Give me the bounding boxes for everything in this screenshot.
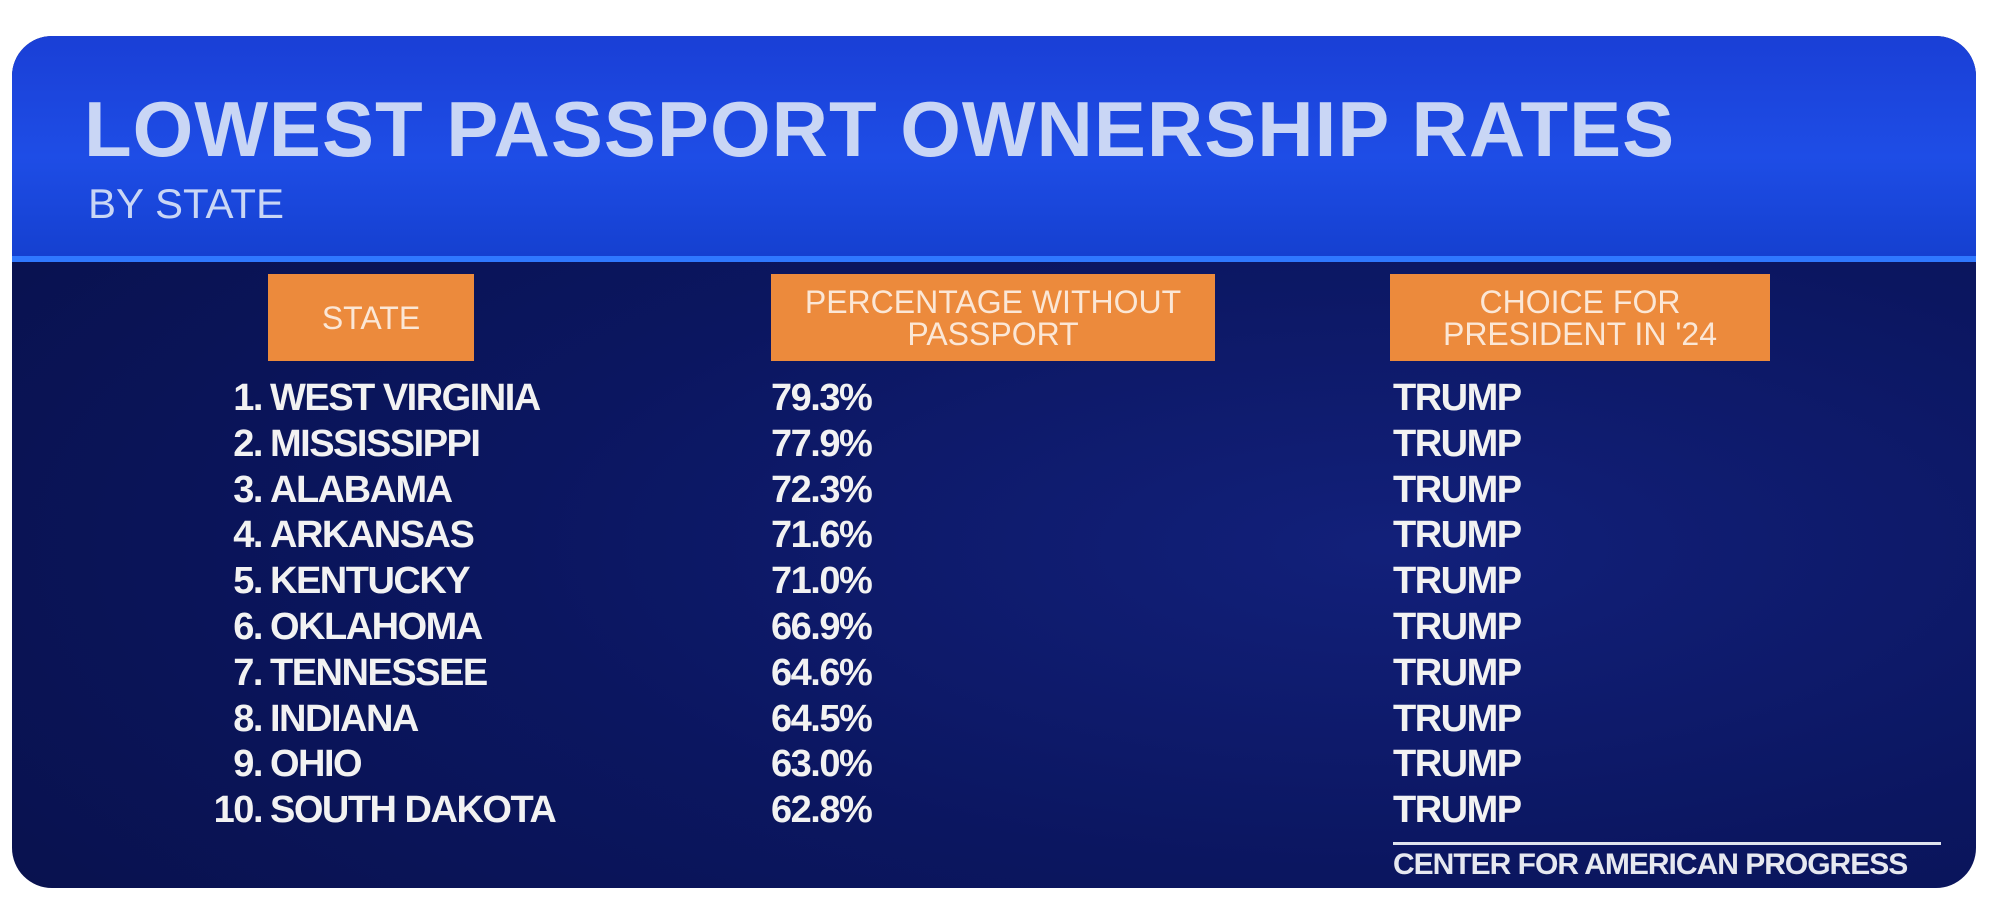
subtitle: BY STATE bbox=[88, 180, 285, 227]
percentage: 62.8% bbox=[771, 789, 873, 832]
column-header: CHOICE FOR PRESIDENT IN '24 bbox=[1390, 274, 1770, 361]
choice: TRUMP bbox=[1393, 377, 1522, 419]
rank: 9. bbox=[233, 743, 263, 786]
percentage: 77.9% bbox=[771, 422, 873, 465]
state: ARKANSAS bbox=[270, 514, 475, 557]
source-rule bbox=[1393, 842, 1941, 845]
percentage: 72.3% bbox=[771, 468, 873, 511]
state: OHIO bbox=[270, 743, 363, 786]
state: SOUTH DAKOTA bbox=[270, 789, 557, 832]
percentage: 66.9% bbox=[771, 606, 873, 648]
state: ALABAMA bbox=[270, 468, 453, 511]
graphic-panel: LOWEST PASSPORT OWNERSHIP RATES BY STATE… bbox=[12, 36, 1976, 888]
percentage: 79.3% bbox=[771, 377, 873, 419]
rank: 10. bbox=[213, 789, 264, 832]
choice: TRUMP bbox=[1393, 560, 1522, 603]
choice: TRUMP bbox=[1393, 422, 1522, 465]
percentage: 71.6% bbox=[771, 514, 873, 557]
rank: 7. bbox=[233, 651, 263, 694]
choice: TRUMP bbox=[1393, 514, 1522, 557]
percentage: 64.6% bbox=[771, 651, 873, 694]
choice: TRUMP bbox=[1393, 651, 1522, 694]
percentage: 64.5% bbox=[771, 697, 873, 740]
rank: 8. bbox=[233, 697, 263, 740]
header-band: LOWEST PASSPORT OWNERSHIP RATES BY STATE bbox=[12, 36, 1976, 262]
choice: TRUMP bbox=[1393, 743, 1522, 786]
rank: 6. bbox=[233, 606, 263, 648]
rank: 4. bbox=[233, 514, 263, 557]
source: CENTER FOR AMERICAN PROGRESS bbox=[1393, 848, 1908, 881]
state: INDIANA bbox=[270, 697, 419, 740]
state: OKLAHOMA bbox=[270, 606, 483, 648]
column-header: PERCENTAGE WITHOUT PASSPORT bbox=[771, 274, 1215, 361]
rank: 2. bbox=[233, 422, 263, 465]
percentage: 71.0% bbox=[771, 560, 873, 603]
state: WEST VIRGINIA bbox=[270, 377, 541, 419]
rank: 5. bbox=[233, 560, 263, 603]
rank: 1. bbox=[233, 377, 263, 419]
state: KENTUCKY bbox=[270, 560, 471, 603]
choice: TRUMP bbox=[1393, 468, 1522, 511]
state: TENNESSEE bbox=[270, 651, 488, 694]
percentage: 63.0% bbox=[771, 743, 873, 786]
rank: 3. bbox=[233, 468, 263, 511]
state: MISSISSIPPI bbox=[270, 422, 481, 465]
choice: TRUMP bbox=[1393, 606, 1522, 648]
column-header: STATE bbox=[268, 274, 474, 361]
choice: TRUMP bbox=[1393, 789, 1522, 832]
title: LOWEST PASSPORT OWNERSHIP RATES bbox=[84, 85, 1676, 173]
choice: TRUMP bbox=[1393, 697, 1522, 740]
